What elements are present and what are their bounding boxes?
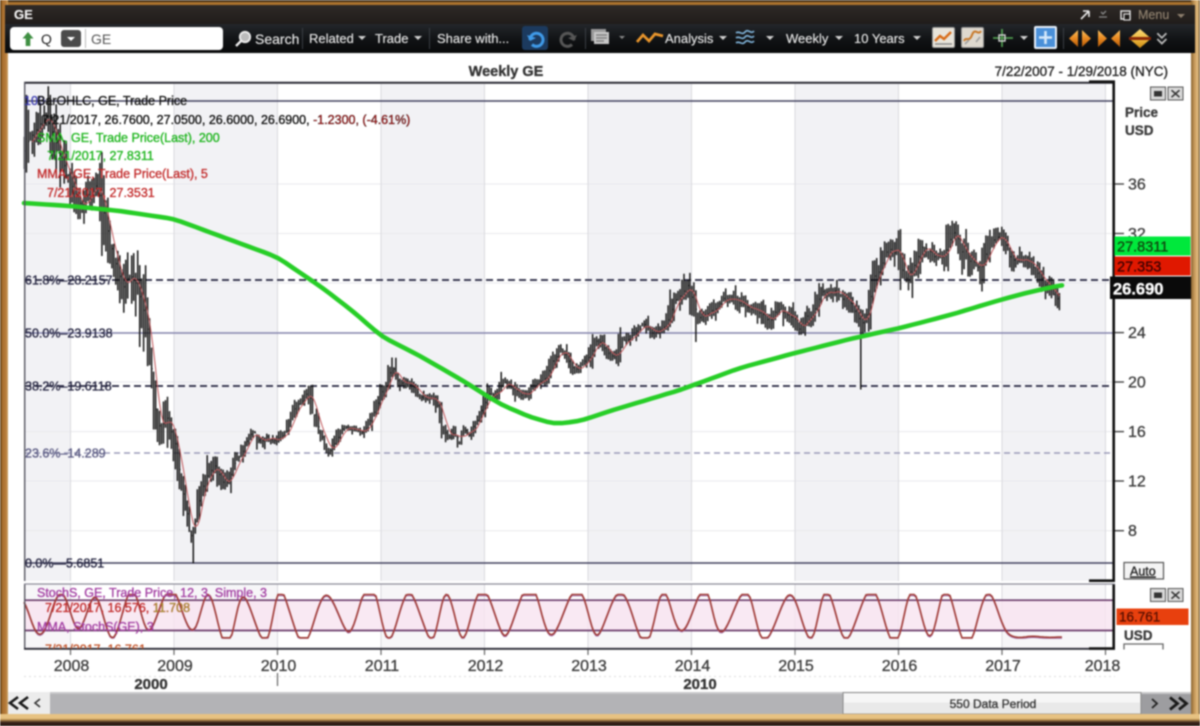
svg-text:2014: 2014 [675, 658, 711, 675]
svg-text:2013: 2013 [571, 658, 607, 675]
svg-text:7/21/2017, 26.7600, 27.0500, 2: 7/21/2017, 26.7600, 27.0500, 26.6000, 26… [42, 113, 410, 127]
svg-text:7/21/2017, 27.3531: 7/21/2017, 27.3531 [47, 186, 155, 200]
svg-text:7/21/2017, 16.761: 7/21/2017, 16.761 [45, 643, 146, 657]
svg-text:2011: 2011 [365, 658, 400, 675]
svg-text:BarOHLC, GE, Trade Price: BarOHLC, GE, Trade Price [37, 94, 187, 108]
svg-text:27.353: 27.353 [1117, 260, 1161, 276]
svg-text:2008: 2008 [54, 658, 90, 675]
svg-text:12: 12 [1128, 474, 1146, 491]
svg-text:Price: Price [1125, 105, 1159, 120]
svg-text:0.0%—5.6851: 0.0%—5.6851 [25, 557, 104, 571]
svg-text:MMA, GE, Trade Price(Last), 5: MMA, GE, Trade Price(Last), 5 [37, 167, 208, 181]
svg-text:2010: 2010 [261, 658, 297, 675]
svg-text:27.8311: 27.8311 [1117, 240, 1168, 256]
svg-text:SMA, GE, Trade Price(Last), 2: SMA, GE, Trade Price(Last), 200 [37, 131, 220, 145]
svg-text:7/22/2007 - 1/29/2018 (NYC): 7/22/2007 - 1/29/2018 (NYC) [995, 64, 1168, 79]
svg-text:550 Data Period: 550 Data Period [950, 697, 1037, 711]
svg-text:Weekly GE: Weekly GE [469, 64, 544, 80]
svg-text:24: 24 [1128, 325, 1146, 342]
svg-text:50.0%–23.9138: 50.0%–23.9138 [25, 327, 113, 341]
svg-text:2012: 2012 [468, 658, 504, 675]
svg-text:16: 16 [1128, 424, 1146, 441]
svg-text:2015: 2015 [778, 658, 814, 675]
svg-text:USD: USD [1124, 628, 1153, 643]
svg-text:2010: 2010 [683, 676, 716, 693]
svg-text:2018: 2018 [1085, 658, 1121, 675]
svg-text:23.6%–14.289: 23.6%–14.289 [25, 447, 106, 461]
svg-text:36: 36 [1128, 177, 1146, 194]
svg-text:26.690: 26.690 [1113, 281, 1163, 299]
svg-text:MMA, StochS(GE), 3: MMA, StochS(GE), 3 [37, 620, 154, 634]
svg-text:16.761: 16.761 [1119, 610, 1160, 625]
svg-text:7/21/2017, 16.576, 11.708: 7/21/2017, 16.576, 11.708 [45, 601, 190, 615]
svg-text:Auto: Auto [1130, 565, 1156, 579]
svg-text:2016: 2016 [882, 658, 918, 675]
svg-text:StochS, GE, Trade Price, 12,: StochS, GE, Trade Price, 12, 3, Simple, … [37, 586, 267, 600]
svg-text:2000: 2000 [134, 676, 167, 693]
svg-text:USD: USD [1125, 123, 1154, 138]
svg-text:2017: 2017 [985, 658, 1021, 675]
svg-text:38.2%–19.6118: 38.2%–19.6118 [25, 380, 112, 394]
svg-text:61.8%–28.2157: 61.8%–28.2157 [25, 274, 113, 288]
svg-text:100: 100 [24, 94, 45, 108]
svg-text:2009: 2009 [157, 658, 193, 675]
svg-text:7/21/2017, 27.8311: 7/21/2017, 27.8311 [47, 149, 154, 163]
svg-text:20: 20 [1128, 375, 1146, 392]
svg-text:8: 8 [1128, 523, 1137, 540]
